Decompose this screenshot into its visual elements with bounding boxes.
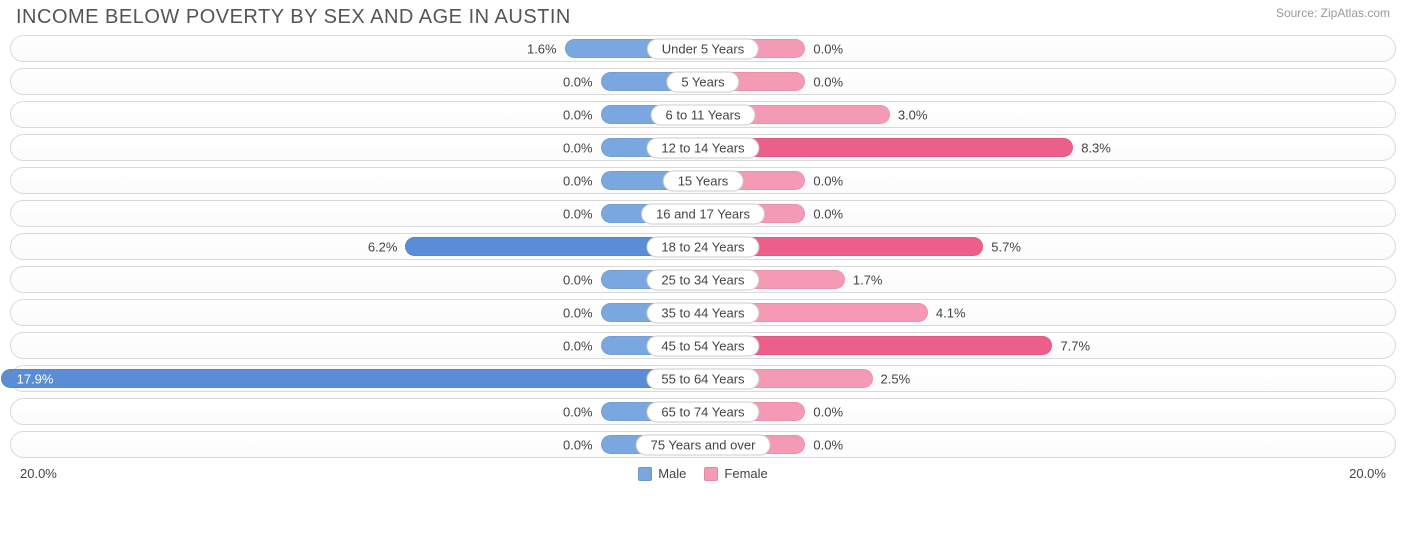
chart-row: 0.0% 0.0% 5 Years — [10, 68, 1396, 95]
legend-male: Male — [638, 466, 686, 481]
age-group-label: 16 and 17 Years — [641, 203, 765, 224]
male-value-label: 0.0% — [563, 305, 593, 320]
chart-row: 0.0% 0.0% 15 Years — [10, 167, 1396, 194]
female-value-label: 0.0% — [813, 206, 843, 221]
male-value-label: 0.0% — [563, 140, 593, 155]
male-value-label: 0.0% — [563, 404, 593, 419]
age-group-label: 55 to 64 Years — [646, 368, 759, 389]
age-group-label: 6 to 11 Years — [651, 104, 756, 125]
chart-source: Source: ZipAtlas.com — [1276, 6, 1390, 20]
male-bar — [1, 369, 703, 388]
female-value-label: 0.0% — [813, 74, 843, 89]
female-value-label: 4.1% — [936, 305, 966, 320]
swatch-male — [638, 467, 652, 481]
female-value-label: 7.7% — [1060, 338, 1090, 353]
chart-legend: Male Female — [638, 466, 768, 481]
age-group-label: 18 to 24 Years — [646, 236, 759, 257]
legend-female-label: Female — [724, 466, 767, 481]
female-value-label: 0.0% — [813, 437, 843, 452]
chart-header: INCOME BELOW POVERTY BY SEX AND AGE IN A… — [10, 6, 1396, 33]
chart-title: INCOME BELOW POVERTY BY SEX AND AGE IN A… — [16, 6, 571, 29]
legend-male-label: Male — [658, 466, 686, 481]
female-value-label: 5.7% — [991, 239, 1021, 254]
age-group-label: 65 to 74 Years — [646, 401, 759, 422]
male-value-label: 17.9% — [17, 371, 54, 386]
axis-right-label: 20.0% — [1349, 466, 1386, 481]
chart-row: 0.0% 0.0% 16 and 17 Years — [10, 200, 1396, 227]
age-group-label: 5 Years — [666, 71, 739, 92]
chart-row: 0.0% 8.3% 12 to 14 Years — [10, 134, 1396, 161]
chart-row: 17.9% 2.5% 55 to 64 Years — [10, 365, 1396, 392]
chart-row: 0.0% 0.0% 75 Years and over — [10, 431, 1396, 458]
chart-row: 0.0% 3.0% 6 to 11 Years — [10, 101, 1396, 128]
age-group-label: Under 5 Years — [647, 38, 759, 59]
age-group-label: 15 Years — [663, 170, 744, 191]
female-value-label: 8.3% — [1081, 140, 1111, 155]
chart-row: 0.0% 4.1% 35 to 44 Years — [10, 299, 1396, 326]
legend-female: Female — [704, 466, 767, 481]
chart-row: 0.0% 1.7% 25 to 34 Years — [10, 266, 1396, 293]
male-value-label: 0.0% — [563, 206, 593, 221]
female-value-label: 1.7% — [853, 272, 883, 287]
age-group-label: 35 to 44 Years — [646, 302, 759, 323]
female-value-label: 0.0% — [813, 404, 843, 419]
male-value-label: 6.2% — [368, 239, 398, 254]
chart-row: 0.0% 7.7% 45 to 54 Years — [10, 332, 1396, 359]
female-value-label: 3.0% — [898, 107, 928, 122]
age-group-label: 25 to 34 Years — [646, 269, 759, 290]
age-group-label: 12 to 14 Years — [646, 137, 759, 158]
swatch-female — [704, 467, 718, 481]
axis-left-label: 20.0% — [20, 466, 57, 481]
female-value-label: 0.0% — [813, 41, 843, 56]
male-value-label: 0.0% — [563, 437, 593, 452]
male-value-label: 0.0% — [563, 173, 593, 188]
male-value-label: 1.6% — [527, 41, 557, 56]
chart-row: 1.6% 0.0% Under 5 Years — [10, 35, 1396, 62]
male-value-label: 0.0% — [563, 74, 593, 89]
chart-footer: 20.0% Male Female 20.0% — [10, 464, 1396, 481]
chart-row: 6.2% 5.7% 18 to 24 Years — [10, 233, 1396, 260]
female-value-label: 2.5% — [881, 371, 911, 386]
female-value-label: 0.0% — [813, 173, 843, 188]
poverty-chart: 1.6%0.0%Under 5 Years0.0%0.0%5 Years0.0%… — [10, 33, 1396, 458]
male-value-label: 0.0% — [563, 338, 593, 353]
age-group-label: 75 Years and over — [636, 434, 771, 455]
male-value-label: 0.0% — [563, 107, 593, 122]
male-value-label: 0.0% — [563, 272, 593, 287]
age-group-label: 45 to 54 Years — [646, 335, 759, 356]
chart-row: 0.0% 0.0% 65 to 74 Years — [10, 398, 1396, 425]
